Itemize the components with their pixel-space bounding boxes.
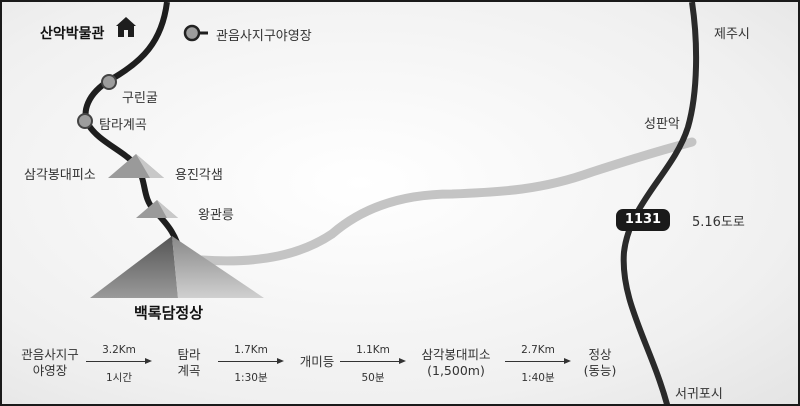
course-segment: 1.1Km 50분 — [340, 344, 406, 384]
seogwipo-label: 서귀포시 — [675, 387, 723, 402]
course-segment: 2.7Km 1:40분 — [505, 344, 571, 384]
house-icon — [116, 17, 136, 37]
gurin-cave-label: 구린굴 — [122, 91, 158, 106]
arrow-right-icon — [340, 358, 406, 366]
yongjin-gaksaem-label: 용진각샘 — [175, 168, 223, 183]
course-step: 삼각봉대피소 (1,500m) — [421, 347, 491, 378]
museum-label: 산악박물관 — [40, 26, 105, 42]
jeju-city-label: 제주시 — [714, 27, 750, 42]
road-516-line — [620, 2, 700, 404]
course-step: 탐라 계곡 — [177, 347, 201, 378]
arrow-right-icon — [505, 358, 571, 366]
segment-distance: 1.7Km — [234, 344, 268, 356]
course-segment: 3.2Km 1시간 — [86, 344, 152, 384]
summit-mountain — [90, 236, 178, 298]
summit-label: 백록담정상 — [134, 304, 204, 322]
arrow-right-icon — [218, 358, 284, 366]
segment-distance: 1.1Km — [356, 344, 390, 356]
segment-distance: 2.7Km — [521, 344, 555, 356]
location-marker-icon — [183, 24, 208, 42]
tamra-valley-marker — [77, 113, 93, 129]
segment-time: 1:30분 — [234, 372, 268, 384]
arrow-right-icon — [86, 358, 152, 366]
course-step: 관음사지구 야영장 — [21, 347, 79, 378]
segment-time: 50분 — [361, 372, 385, 384]
segment-time: 1:40분 — [521, 372, 555, 384]
gurin-cave-marker — [101, 74, 117, 90]
tamra-valley-label: 탐라계곡 — [99, 118, 147, 133]
samgak-shelter-label: 삼각봉대피소 — [24, 168, 96, 183]
segment-distance: 3.2Km — [102, 344, 136, 356]
seongpanak-label: 성판악 — [644, 117, 680, 132]
campground-label: 관음사지구야영장 — [216, 29, 312, 44]
course-segment: 1.7Km 1:30분 — [218, 344, 284, 384]
course-step: 개미등 — [299, 354, 335, 369]
segment-time: 1시간 — [105, 372, 132, 384]
course-step: 정상 (동능) — [583, 347, 617, 378]
wanggwan-neung-label: 왕관릉 — [198, 208, 234, 223]
route-1131-badge: 1131 — [616, 209, 670, 231]
road-516-label: 5.16도로 — [692, 215, 745, 230]
seongpanak-trail — [197, 137, 697, 266]
